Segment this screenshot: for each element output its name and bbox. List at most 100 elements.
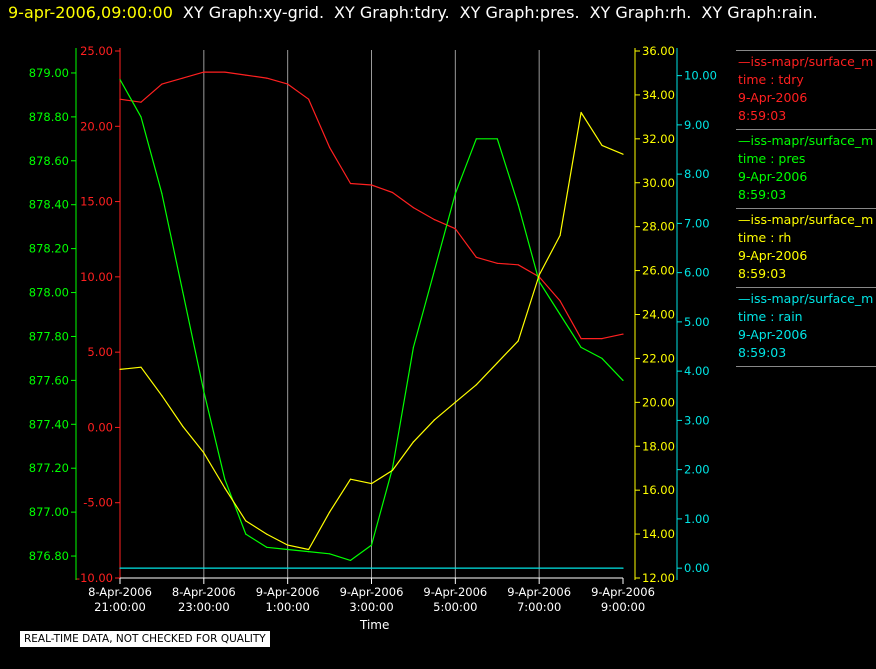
data-point-rh <box>370 482 373 485</box>
header-bar: 9-apr-2006,09:00:00 XY Graph:xy-grid. XY G… <box>8 3 828 22</box>
data-point-rh <box>266 533 268 535</box>
y-tick-label-rh: 24.00 <box>642 308 675 322</box>
data-point-tdry <box>475 256 477 258</box>
y-tick-label-pres: 877.20 <box>29 461 69 475</box>
y-tick-label-rh: 36.00 <box>642 44 675 58</box>
data-point-tdry <box>224 71 226 73</box>
data-point-tdry <box>454 228 456 230</box>
data-point-pres <box>140 116 142 118</box>
data-point-pres <box>182 291 184 294</box>
data-point-pres <box>412 346 415 349</box>
y-tick-label-rh: 14.00 <box>642 527 675 541</box>
data-point-rh <box>475 384 477 386</box>
data-point-pres <box>349 559 352 562</box>
legend-time: 8:59:03 <box>738 108 787 123</box>
x-axis-title: Time <box>360 618 390 632</box>
data-point-tdry <box>308 98 310 100</box>
data-point-pres <box>266 546 268 548</box>
data-point-tdry <box>601 337 603 340</box>
legend-date: 9-Apr-2006 <box>738 248 808 263</box>
data-point-tdry <box>517 264 519 266</box>
legend-source: —iss-mapr/surface_m <box>738 54 874 69</box>
legend-source: —iss-mapr/surface_m <box>738 212 874 227</box>
legend-entry-rh: —iss-mapr/surface_m time : rh 9-Apr-2006… <box>736 208 876 287</box>
x-tick-label-time: 3:00:00 <box>349 600 393 614</box>
data-point-tdry <box>119 98 121 100</box>
y-tick-label-pres: 877.40 <box>29 417 69 431</box>
x-tick-label-date: 9-Apr-2006 <box>591 585 655 599</box>
data-point-tdry <box>287 83 289 85</box>
data-point-pres <box>475 138 477 140</box>
data-point-pres <box>161 193 163 195</box>
data-point-rh <box>433 419 435 421</box>
y-tick-label-rain: 1.00 <box>684 512 710 526</box>
y-tick-label-rain: 3.00 <box>684 413 710 427</box>
y-tick-label-pres: 878.20 <box>29 242 69 256</box>
data-point-rh <box>140 366 142 368</box>
y-tick-label-rh: 32.00 <box>642 132 675 146</box>
x-axis-ticks: 8-Apr-200621:00:008-Apr-200623:00:009-Ap… <box>88 578 655 614</box>
legend-field: time : rain <box>738 309 803 324</box>
data-point-tdry <box>370 184 373 186</box>
y-tick-label-pres: 877.80 <box>29 329 69 343</box>
legend-date: 9-Apr-2006 <box>738 169 808 184</box>
y-tick-label-pres: 879.00 <box>29 66 69 80</box>
data-point-rh <box>119 368 121 370</box>
y-tick-label-rh: 12.00 <box>642 571 675 585</box>
legend: —iss-mapr/surface_m time : tdry 9-Apr-20… <box>736 50 876 367</box>
data-point-rain <box>622 567 624 569</box>
data-point-tdry <box>391 191 394 194</box>
data-point-pres <box>517 204 519 206</box>
legend-time: 8:59:03 <box>738 345 787 360</box>
data-point-pres <box>433 269 435 272</box>
data-point-rh <box>349 478 352 480</box>
data-point-pres <box>580 346 582 349</box>
x-tick-label-time: 9:00:00 <box>601 600 645 614</box>
header-graph-rh: XY Graph:rh. <box>589 3 692 22</box>
y-tick-label-pres: 877.00 <box>29 505 69 519</box>
data-point-rh <box>287 544 289 546</box>
data-point-rh <box>161 395 163 397</box>
y-tick-label-rh: 22.00 <box>642 351 675 365</box>
legend-source: —iss-mapr/surface_m <box>738 133 874 148</box>
data-point-tdry <box>622 333 624 335</box>
y-tick-label-pres: 878.00 <box>29 286 69 300</box>
legend-entry-tdry: —iss-mapr/surface_m time : tdry 9-Apr-20… <box>736 50 876 129</box>
data-point-tdry <box>349 182 352 185</box>
legend-time: 8:59:03 <box>738 187 787 202</box>
y-tick-label-pres: 877.60 <box>29 373 69 387</box>
data-point-rh <box>517 340 519 342</box>
y-tick-label-rain: 4.00 <box>684 364 710 378</box>
data-point-rh <box>412 441 415 443</box>
x-tick-label-date: 8-Apr-2006 <box>172 585 236 599</box>
data-point-tdry <box>266 77 268 79</box>
data-point-rh <box>245 520 247 522</box>
legend-time: 8:59:03 <box>738 266 787 281</box>
data-point-rh <box>182 425 184 428</box>
y-tick-label-rain: 2.00 <box>684 463 710 477</box>
data-point-tdry <box>328 146 331 148</box>
data-point-rh <box>622 153 624 155</box>
data-point-pres <box>245 533 247 535</box>
header-timestamp: 9-apr-2006,09:00:00 <box>8 3 173 22</box>
x-tick-label-date: 9-Apr-2006 <box>256 585 320 599</box>
y-tick-label-rain: 5.00 <box>684 315 710 329</box>
legend-field: time : rh <box>738 230 792 245</box>
header-graph-tdry: XY Graph:tdry. <box>334 3 450 22</box>
data-point-tdry <box>412 206 415 209</box>
data-point-rh <box>580 111 582 114</box>
data-point-pres <box>391 467 394 469</box>
legend-date: 9-Apr-2006 <box>738 327 808 342</box>
data-point-tdry <box>559 300 561 302</box>
data-point-pres <box>559 313 561 316</box>
x-tick-label-date: 8-Apr-2006 <box>88 585 152 599</box>
data-point-tdry <box>203 71 205 73</box>
data-point-rain <box>119 567 121 569</box>
legend-entry-rain: —iss-mapr/surface_m time : rain 9-Apr-20… <box>736 287 876 367</box>
legend-field: time : tdry <box>738 72 804 87</box>
data-point-tdry <box>245 74 247 76</box>
y-tick-label-rh: 26.00 <box>642 264 675 278</box>
header-graph-xy-grid: XY Graph:xy-grid. <box>182 3 325 22</box>
series-lines <box>119 71 624 569</box>
